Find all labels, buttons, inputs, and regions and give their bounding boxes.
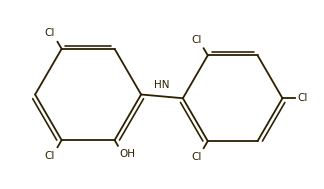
Text: Cl: Cl (44, 151, 54, 161)
Text: OH: OH (120, 149, 135, 159)
Text: Cl: Cl (192, 35, 202, 45)
Text: Cl: Cl (192, 152, 202, 162)
Text: Cl: Cl (297, 93, 307, 103)
Text: Cl: Cl (44, 28, 54, 38)
Text: HN: HN (154, 80, 170, 90)
